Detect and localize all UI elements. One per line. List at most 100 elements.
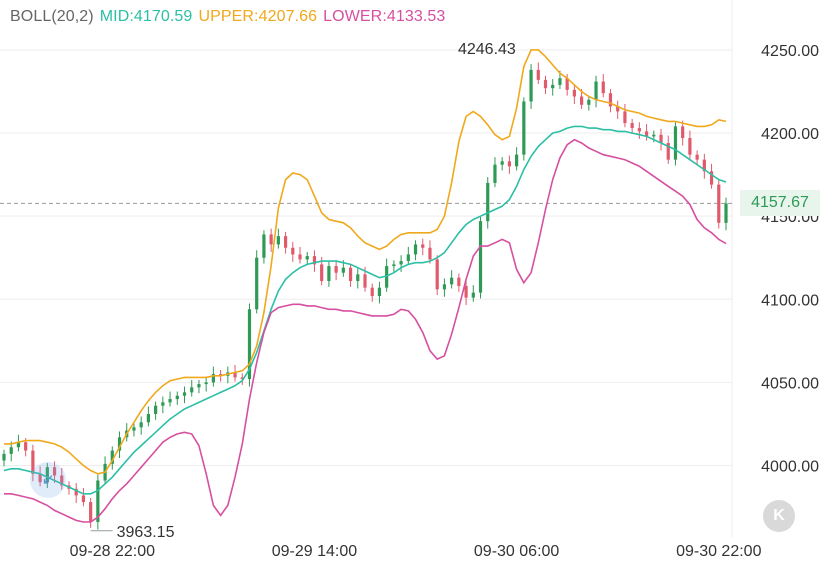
candle-body bbox=[334, 266, 338, 273]
candle-body bbox=[478, 221, 483, 293]
candle-body bbox=[450, 277, 454, 285]
candle-body bbox=[175, 395, 179, 400]
candle-body bbox=[233, 372, 237, 378]
candle-body bbox=[724, 203, 728, 223]
candle-body bbox=[132, 427, 136, 431]
candle-body bbox=[688, 138, 692, 155]
candle-body bbox=[594, 81, 598, 100]
candle-body bbox=[457, 277, 461, 286]
candle-body bbox=[327, 266, 331, 282]
candle-body bbox=[197, 384, 201, 388]
candle-body bbox=[190, 387, 194, 393]
max-price-annotation: 4246.43 bbox=[458, 41, 516, 58]
candles bbox=[2, 62, 728, 530]
candle-body bbox=[695, 154, 699, 160]
x-tick-label: 09-29 14:00 bbox=[272, 543, 358, 560]
candle-body bbox=[486, 182, 490, 222]
candle-body bbox=[572, 89, 576, 97]
candle-body bbox=[356, 274, 360, 282]
candle-body bbox=[399, 261, 403, 265]
x-tick-label: 09-28 22:00 bbox=[70, 543, 156, 560]
candle-body bbox=[161, 402, 165, 406]
candle-body bbox=[558, 78, 562, 85]
candle-body bbox=[16, 442, 21, 448]
candle-body bbox=[377, 287, 382, 296]
candle-body bbox=[673, 126, 678, 160]
candle-body bbox=[255, 257, 259, 310]
candle-body bbox=[341, 267, 345, 273]
candle-body bbox=[139, 422, 143, 428]
candle-body bbox=[2, 453, 6, 461]
candle-body bbox=[74, 488, 78, 496]
reset-zoom-button[interactable]: K bbox=[763, 500, 795, 532]
zoom-arrow-icon: ↙ bbox=[41, 471, 55, 488]
candle-body bbox=[529, 69, 533, 102]
candle-body bbox=[298, 254, 302, 260]
candle-body bbox=[110, 450, 114, 464]
candle-body bbox=[435, 259, 439, 290]
upper-band-line bbox=[4, 49, 727, 475]
candle-body bbox=[702, 159, 706, 172]
bollinger-header: BOLL(20,2) MID:4170.59 UPPER:4207.66 LOWER:… bbox=[10, 8, 451, 26]
candle-body bbox=[392, 264, 396, 267]
candle-body bbox=[363, 274, 367, 288]
candle-body bbox=[421, 244, 425, 248]
candle-body bbox=[182, 392, 187, 396]
y-axis-labels: 4000.004050.004100.004150.004200.004250.… bbox=[761, 43, 819, 476]
candle-body bbox=[146, 413, 150, 423]
candle-body bbox=[45, 467, 49, 483]
zoom-handle[interactable]: ↙ bbox=[30, 462, 66, 498]
mid-value-label: MID:4170.59 bbox=[99, 8, 193, 25]
candle-body bbox=[464, 285, 468, 298]
candle-body bbox=[515, 154, 519, 167]
candle-body bbox=[348, 267, 353, 282]
candle-body bbox=[154, 405, 158, 414]
candle-body bbox=[9, 447, 13, 454]
candle-body bbox=[269, 234, 273, 245]
candle-body bbox=[616, 106, 620, 112]
x-axis-labels: 09-28 22:00 09-29 14:00 09-30 06:00 09-30 2… bbox=[70, 543, 762, 560]
candle-body bbox=[291, 247, 295, 255]
x-tick-label: 09-30 06:00 bbox=[474, 543, 560, 560]
candle-body bbox=[493, 164, 497, 183]
candle-body bbox=[211, 374, 215, 383]
candle-body bbox=[24, 442, 28, 451]
y-tick-label: 4200.00 bbox=[761, 126, 819, 143]
grid-lines bbox=[0, 0, 733, 537]
y-tick-label: 4050.00 bbox=[761, 375, 819, 392]
candle-body bbox=[117, 437, 122, 451]
candle-body bbox=[168, 399, 172, 403]
candle-body bbox=[219, 374, 223, 376]
y-tick-label: 4100.00 bbox=[761, 292, 819, 309]
candle-body bbox=[312, 256, 317, 265]
candle-body bbox=[587, 99, 591, 105]
candle-body bbox=[565, 78, 569, 90]
annotations: 4246.43 3963.15 bbox=[90, 41, 516, 541]
candle-body bbox=[580, 96, 584, 105]
candle-body bbox=[637, 128, 641, 132]
candle-body bbox=[717, 184, 721, 223]
candle-body bbox=[522, 101, 526, 155]
lower-value-label: LOWER:4133.53 bbox=[323, 8, 446, 25]
y-tick-label: 4000.00 bbox=[761, 459, 819, 476]
candle-body bbox=[283, 236, 288, 248]
candle-body bbox=[630, 123, 634, 129]
candle-body bbox=[276, 236, 280, 245]
min-price-annotation: 3963.15 bbox=[117, 524, 175, 541]
candle-body bbox=[608, 93, 613, 107]
lower-band-line bbox=[4, 138, 727, 523]
x-tick-label: 09-30 22:00 bbox=[676, 543, 762, 560]
candle-body bbox=[442, 284, 447, 290]
candle-body bbox=[507, 161, 511, 167]
candle-body bbox=[204, 382, 208, 385]
candle-body bbox=[471, 292, 475, 298]
candle-body bbox=[623, 111, 627, 124]
candle-body bbox=[31, 450, 35, 474]
candle-body bbox=[536, 69, 540, 80]
candle-body bbox=[52, 467, 57, 476]
candle-body bbox=[644, 131, 649, 137]
candle-body bbox=[601, 81, 605, 94]
candle-body bbox=[60, 475, 64, 486]
candle-body bbox=[709, 171, 714, 185]
